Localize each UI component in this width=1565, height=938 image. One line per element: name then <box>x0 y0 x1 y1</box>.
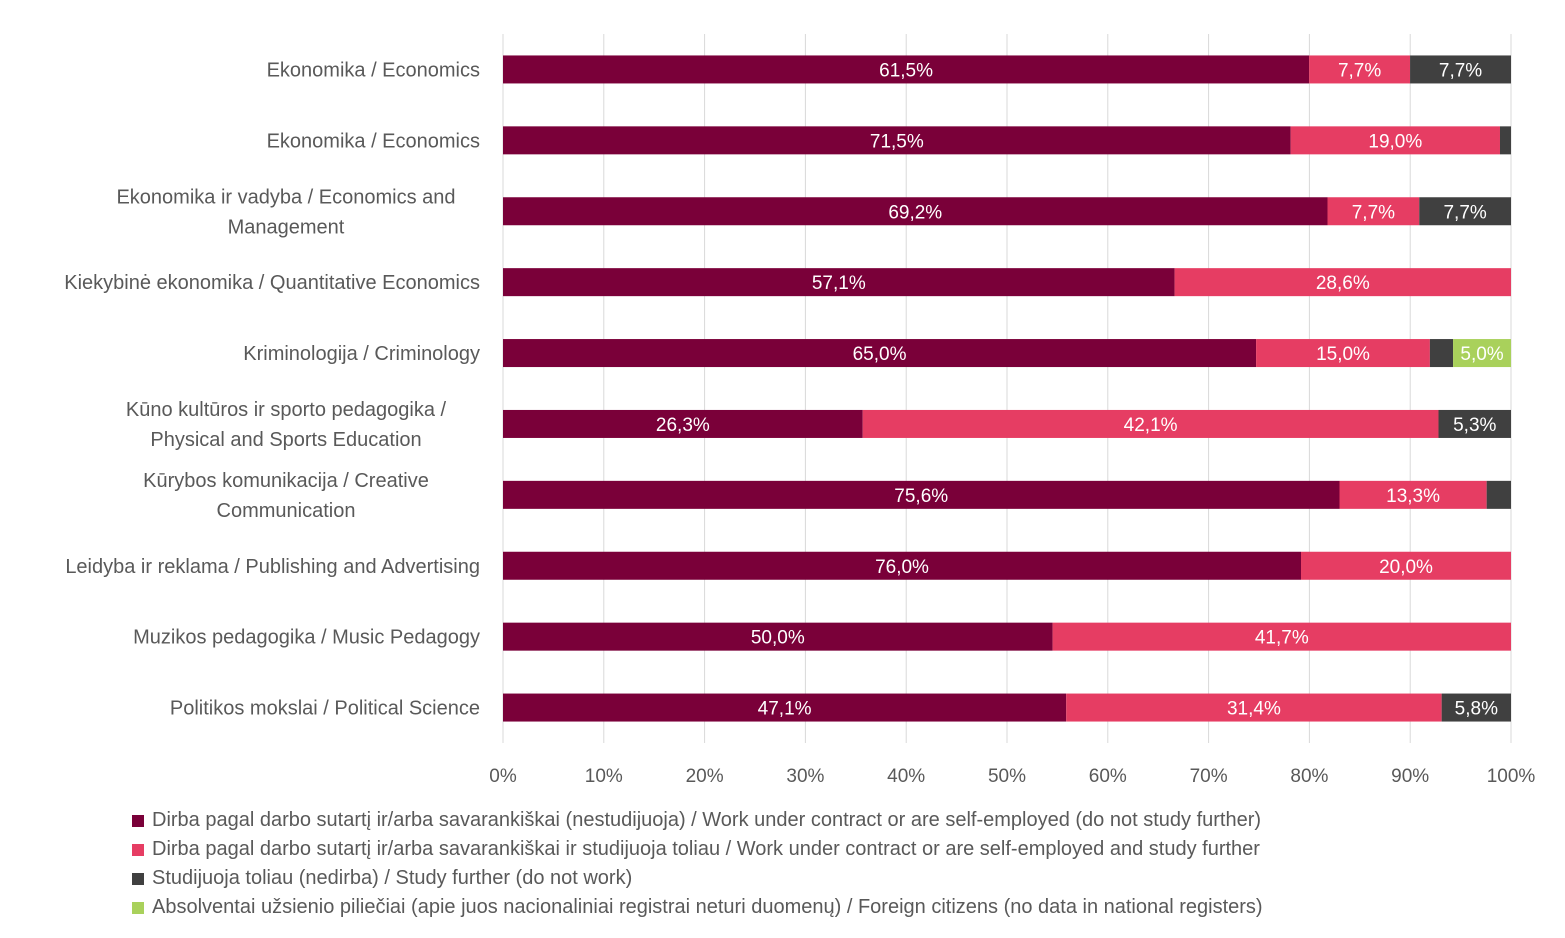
data-label: 7,7% <box>1439 60 1482 81</box>
data-label: 50,0% <box>751 628 805 649</box>
x-tick-label: 100% <box>1487 766 1536 787</box>
chart-legend: Dirba pagal darbo sutartį ir/arba savara… <box>132 806 1263 922</box>
x-tick-label: 80% <box>1290 766 1328 787</box>
data-label: 28,6% <box>1316 273 1370 294</box>
bar-segment <box>1301 551 1511 580</box>
data-label: 7,7% <box>1338 60 1381 81</box>
x-tick-label: 20% <box>686 766 724 787</box>
data-label: 7,7% <box>1443 202 1486 223</box>
category-label: Management <box>228 216 345 238</box>
bar-segment <box>1486 480 1511 509</box>
x-tick-label: 0% <box>489 766 517 787</box>
legend-label: Dirba pagal darbo sutartį ir/arba savara… <box>152 809 1262 831</box>
category-label: Ekonomika / Economics <box>267 59 480 81</box>
legend-label: Dirba pagal darbo sutartį ir/arba savara… <box>152 838 1260 860</box>
bar-segment <box>1339 480 1487 509</box>
legend-item: Absolventai užsienio piliečiai (apie juo… <box>132 893 1263 922</box>
category-label: Ekonomika ir vadyba / Economics and <box>116 186 455 208</box>
data-label: 5,0% <box>1460 344 1503 365</box>
data-label: 20,0% <box>1379 557 1433 578</box>
category-label: Leidyba ir reklama / Publishing and Adve… <box>65 556 480 578</box>
x-tick-label: 60% <box>1089 766 1127 787</box>
bar-segment <box>1419 197 1511 226</box>
legend-swatch <box>132 872 144 885</box>
x-tick-label: 30% <box>786 766 824 787</box>
legend-label: Studijuoja toliau (nedirba) / Study furt… <box>152 867 633 889</box>
category-label: Communication <box>217 500 356 522</box>
bar-segment <box>503 551 1301 580</box>
bar-segment <box>1499 126 1511 155</box>
legend-swatch <box>132 814 144 827</box>
data-label: 65,0% <box>853 344 907 365</box>
data-label: 61,5% <box>879 60 933 81</box>
bar-segment <box>1327 197 1420 226</box>
bar-segment <box>503 55 1310 84</box>
category-label: Kiekybinė ekonomika / Quantitative Econo… <box>64 272 480 294</box>
data-label: 5,3% <box>1453 415 1496 436</box>
bar-segment <box>1066 693 1442 722</box>
data-label: 42,1% <box>1124 415 1178 436</box>
data-label: 13,3% <box>1386 486 1440 507</box>
data-label: 76,0% <box>875 557 929 578</box>
data-label: 69,2% <box>888 202 942 223</box>
legend-item: Dirba pagal darbo sutartį ir/arba savara… <box>132 806 1263 835</box>
bar-segment <box>1438 409 1511 438</box>
category-label: Muzikos pedagogika / Music Pedagogy <box>133 627 480 649</box>
data-label: 57,1% <box>812 273 866 294</box>
legend-swatch <box>132 901 144 914</box>
category-label: Politikos mokslai / Political Science <box>170 698 480 720</box>
bar-segment <box>1309 55 1411 84</box>
data-label: 26,3% <box>656 415 710 436</box>
category-label: Ekonomika / Economics <box>267 130 480 152</box>
x-tick-label: 70% <box>1190 766 1228 787</box>
data-label: 15,0% <box>1316 344 1370 365</box>
x-tick-label: 40% <box>887 766 925 787</box>
bar-segment <box>1429 339 1454 368</box>
bar-segment <box>503 693 1067 722</box>
bar-segment <box>1441 693 1511 722</box>
bar-segment <box>1290 126 1500 155</box>
bar-segment <box>1453 339 1511 368</box>
bar-segment <box>1052 622 1511 651</box>
bar-segment <box>862 409 1439 438</box>
bar-segment <box>1410 55 1511 84</box>
bar-segment <box>503 197 1328 226</box>
data-label: 41,7% <box>1255 628 1309 649</box>
data-label: 7,7% <box>1352 202 1395 223</box>
category-label: Kriminologija / Criminology <box>243 343 480 365</box>
data-label: 75,6% <box>894 486 948 507</box>
stacked-bar-chart: 0% 10% 20% 30% 40% 50% 60% 70% 80% 90% 100% Ekonomi… <box>64 34 1536 787</box>
x-tick-label: 10% <box>585 766 623 787</box>
bar-segment <box>503 409 863 438</box>
bar-segment <box>503 126 1291 155</box>
legend-label: Absolventai užsienio piliečiai (apie juo… <box>152 896 1263 918</box>
data-label: 19,0% <box>1368 131 1422 152</box>
data-label: 5,8% <box>1455 699 1498 720</box>
bar-segment <box>1256 339 1430 368</box>
bar-segment <box>503 268 1175 297</box>
x-tick-label: 50% <box>988 766 1026 787</box>
bar-segment <box>503 339 1257 368</box>
category-label: Physical and Sports Education <box>150 429 421 451</box>
legend-item: Studijuoja toliau (nedirba) / Study furt… <box>132 864 1263 893</box>
category-label: Kūno kultūros ir sporto pedagogika / <box>126 399 447 421</box>
legend-swatch <box>132 843 144 856</box>
bar-segment <box>1174 268 1511 297</box>
bar-segment <box>503 480 1340 509</box>
category-label: Kūrybos komunikacija / Creative <box>143 470 429 492</box>
data-label: 71,5% <box>870 131 924 152</box>
data-label: 47,1% <box>758 699 812 720</box>
data-label: 31,4% <box>1227 699 1281 720</box>
bar-segment <box>503 622 1053 651</box>
legend-item: Dirba pagal darbo sutartį ir/arba savara… <box>132 835 1263 864</box>
x-tick-label: 90% <box>1391 766 1429 787</box>
